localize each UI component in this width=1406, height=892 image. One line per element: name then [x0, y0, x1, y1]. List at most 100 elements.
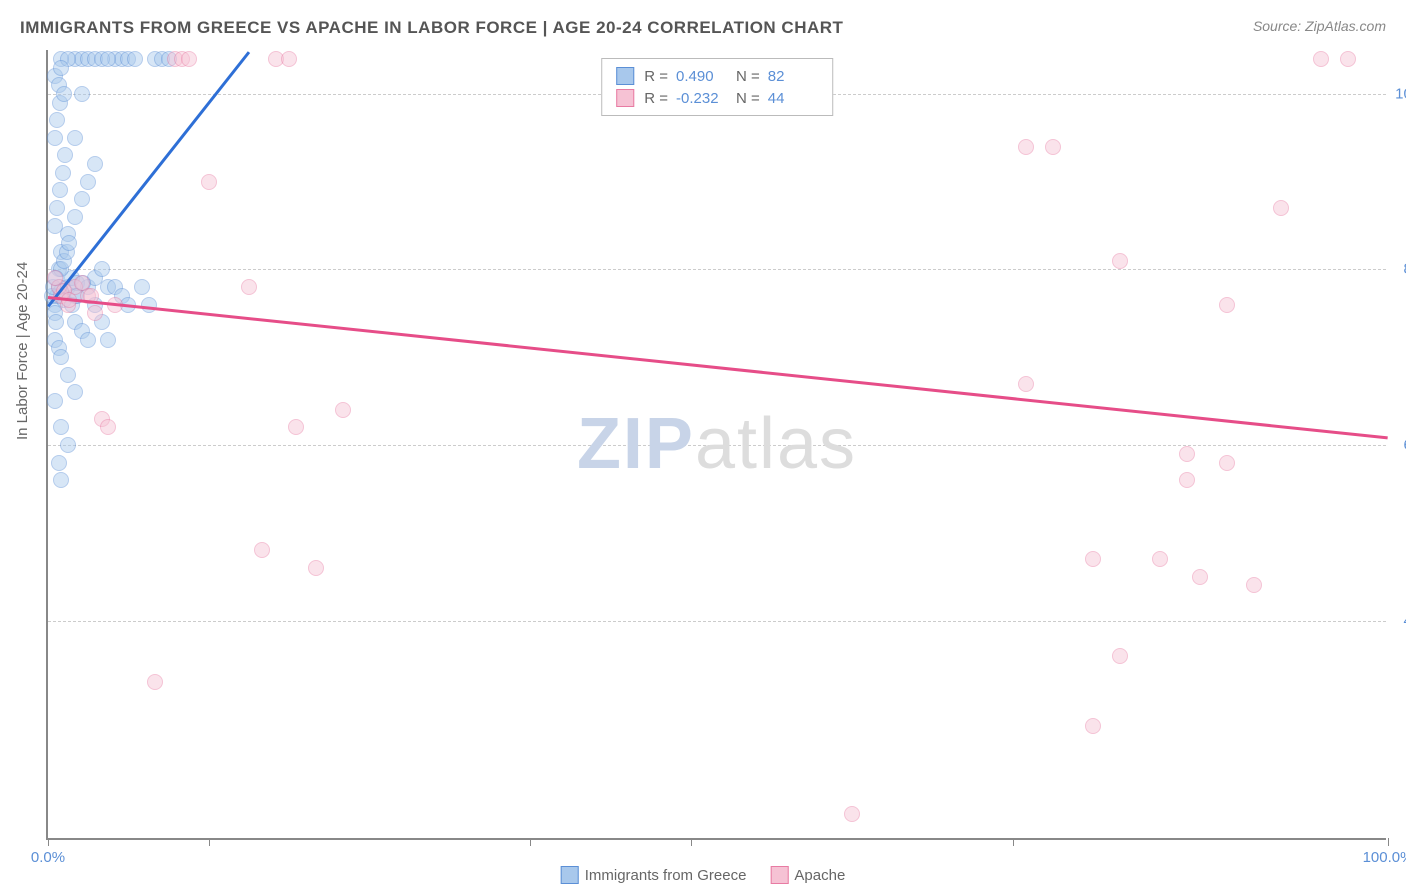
data-point — [53, 419, 69, 435]
data-point — [254, 542, 270, 558]
x-tick-mark — [1388, 838, 1389, 846]
data-point — [49, 200, 65, 216]
data-point — [80, 332, 96, 348]
correlation-legend: R = 0.490 N = 82R = -0.232 N = 44 — [601, 58, 833, 116]
data-point — [1219, 455, 1235, 471]
data-point — [47, 130, 63, 146]
data-point — [181, 51, 197, 67]
data-point — [1018, 139, 1034, 155]
data-point — [308, 560, 324, 576]
data-point — [844, 806, 860, 822]
chart-title: IMMIGRANTS FROM GREECE VS APACHE IN LABO… — [20, 18, 843, 38]
watermark-zip: ZIP — [577, 404, 695, 484]
source-attribution: Source: ZipAtlas.com — [1253, 18, 1386, 34]
legend-row: R = 0.490 N = 82 — [616, 65, 818, 87]
data-point — [281, 51, 297, 67]
x-tick-mark — [530, 838, 531, 846]
gridline — [48, 621, 1386, 622]
data-point — [87, 305, 103, 321]
data-point — [80, 174, 96, 190]
legend-n-label: N = — [736, 68, 760, 85]
data-point — [67, 384, 83, 400]
legend-series-name: Immigrants from Greece — [585, 867, 747, 884]
x-tick-mark — [48, 838, 49, 846]
legend-row: R = -0.232 N = 44 — [616, 87, 818, 109]
legend-n-label: N = — [736, 90, 760, 107]
x-tick-label: 0.0% — [31, 849, 65, 866]
data-point — [74, 86, 90, 102]
data-point — [1112, 648, 1128, 664]
data-point — [47, 218, 63, 234]
data-point — [94, 261, 110, 277]
data-point — [335, 402, 351, 418]
data-point — [67, 209, 83, 225]
data-point — [52, 182, 68, 198]
legend-r-value: -0.232 — [676, 90, 726, 107]
data-point — [147, 674, 163, 690]
data-point — [1179, 446, 1195, 462]
trend-line — [48, 296, 1388, 439]
data-point — [87, 156, 103, 172]
data-point — [51, 455, 67, 471]
legend-swatch — [561, 866, 579, 884]
data-point — [127, 51, 143, 67]
data-point — [49, 112, 65, 128]
legend-n-value: 44 — [768, 90, 818, 107]
data-point — [1219, 297, 1235, 313]
data-point — [1018, 376, 1034, 392]
data-point — [55, 165, 71, 181]
data-point — [288, 419, 304, 435]
legend-r-value: 0.490 — [676, 68, 726, 85]
legend-n-value: 82 — [768, 68, 818, 85]
data-point — [53, 472, 69, 488]
data-point — [1045, 139, 1061, 155]
data-point — [1085, 718, 1101, 734]
data-point — [60, 437, 76, 453]
data-point — [1273, 200, 1289, 216]
data-point — [201, 174, 217, 190]
y-tick-label: 100.0% — [1395, 85, 1406, 102]
legend-item: Apache — [770, 866, 845, 884]
x-tick-label: 100.0% — [1363, 849, 1406, 866]
legend-swatch — [770, 866, 788, 884]
data-point — [47, 393, 63, 409]
data-point — [74, 191, 90, 207]
data-point — [60, 367, 76, 383]
data-point — [1085, 551, 1101, 567]
series-legend: Immigrants from Greece Apache — [561, 866, 846, 884]
data-point — [1192, 569, 1208, 585]
watermark-atlas: atlas — [695, 404, 857, 484]
legend-swatch — [616, 67, 634, 85]
plot-area: ZIPatlas 40.0%60.0%80.0%100.0%0.0%100.0% — [48, 50, 1386, 838]
data-point — [56, 86, 72, 102]
data-point — [53, 60, 69, 76]
data-point — [100, 51, 116, 67]
y-axis-label: In Labor Force | Age 20-24 — [14, 262, 31, 440]
legend-r-label: R = — [644, 68, 668, 85]
x-tick-mark — [1013, 838, 1014, 846]
data-point — [1179, 472, 1195, 488]
data-point — [61, 235, 77, 251]
data-point — [141, 297, 157, 313]
gridline — [48, 269, 1386, 270]
data-point — [1246, 577, 1262, 593]
data-point — [241, 279, 257, 295]
data-point — [1112, 253, 1128, 269]
data-point — [67, 130, 83, 146]
data-point — [57, 147, 73, 163]
data-point — [100, 419, 116, 435]
data-point — [1152, 551, 1168, 567]
x-tick-mark — [691, 838, 692, 846]
data-point — [53, 349, 69, 365]
legend-series-name: Apache — [794, 867, 845, 884]
data-point — [1340, 51, 1356, 67]
chart-container: ZIPatlas 40.0%60.0%80.0%100.0%0.0%100.0%… — [46, 50, 1386, 840]
data-point — [100, 332, 116, 348]
data-point — [47, 270, 63, 286]
watermark: ZIPatlas — [577, 403, 857, 485]
legend-r-label: R = — [644, 90, 668, 107]
x-tick-mark — [209, 838, 210, 846]
data-point — [48, 314, 64, 330]
legend-item: Immigrants from Greece — [561, 866, 747, 884]
data-point — [1313, 51, 1329, 67]
